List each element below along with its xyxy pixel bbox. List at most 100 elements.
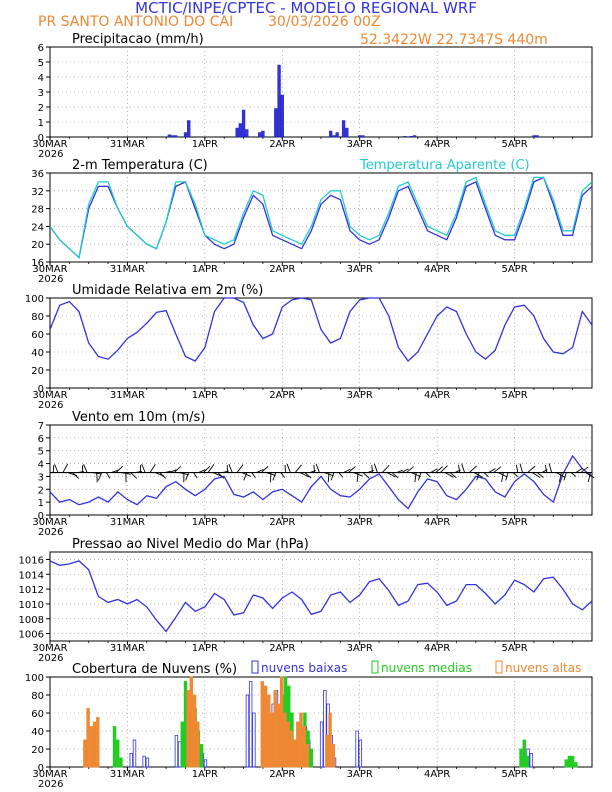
wind-arrow	[327, 472, 330, 483]
cloud-bar-green	[525, 755, 530, 768]
wind-arrow	[348, 466, 356, 473]
cloud-bar-green	[574, 762, 578, 768]
wind-arrow	[558, 472, 562, 482]
header-title: MCTIC/INPE/CPTEC - MODELO REGIONAL WRF	[135, 0, 477, 17]
wind-arrow	[149, 463, 156, 473]
cloud-bar-orange	[186, 690, 190, 768]
precip-year: 2026	[38, 149, 63, 160]
wind-arrow	[280, 472, 286, 478]
wind-arrow	[515, 464, 519, 473]
cloud-bar-blue	[323, 690, 327, 768]
temp-legend: Temperatura Aparente (C)	[359, 158, 530, 173]
precip-bar	[174, 135, 178, 138]
wind-xlabel: 5APR	[501, 517, 527, 528]
temp-xlabel: 31MAR	[110, 264, 145, 275]
precip-xlabel: 30MAR	[32, 139, 67, 150]
precip-bar	[170, 135, 175, 138]
temp-xlabel: 1APR	[192, 264, 218, 275]
wind-arrow	[217, 472, 225, 479]
precip-bar	[235, 127, 239, 138]
rh-xlabel: 30MAR	[32, 390, 67, 401]
precip-ylabel: 3	[38, 88, 44, 99]
wind-arrow	[488, 468, 496, 473]
cloud-legend-swatch	[251, 660, 259, 674]
temp-ylabel: 20	[31, 240, 44, 251]
precip-ylabel: 2	[38, 103, 44, 114]
cloud-bar-green	[522, 739, 526, 768]
clouds-xlabel: 2APR	[269, 769, 295, 780]
precip-xlabel: 1APR	[192, 139, 218, 150]
temp-xlabel: 5APR	[501, 264, 527, 275]
temp-series-blue	[49, 176, 593, 259]
clouds-ylabel: 20	[31, 745, 44, 756]
temp-ylabel: 16	[31, 258, 44, 269]
cloud-bar-orange	[305, 744, 310, 768]
pressure-panel: 30MAR 31MAR 1APR 2APR 3APR 4APR 5APR 2026 1006 10…	[19, 537, 593, 664]
wind-arrow	[493, 466, 502, 473]
temp-series-cyan	[49, 176, 593, 259]
wind-arrow	[440, 465, 448, 473]
pressure-title: Pressao ao Nivel Medio do Mar (hPa)	[72, 537, 309, 552]
precip-bar	[409, 136, 413, 138]
cloud-bar-blue	[252, 712, 256, 768]
wind-panel: 30MAR 31MAR 1APR 2APR 3APR 4APR 5APR 2026 0 1 2 34 5…	[32, 410, 595, 538]
precip-bar	[245, 129, 249, 138]
wind-arrow	[532, 472, 541, 479]
temp-ylabel: 28	[31, 205, 44, 216]
precip-bar	[532, 135, 536, 138]
cloud-bar-blue	[245, 694, 250, 768]
clouds-ylabel: 100	[25, 673, 44, 684]
pressure-frame	[49, 551, 593, 642]
rh-ylabel: 40	[31, 348, 44, 359]
cloud-bar-orange	[283, 712, 287, 768]
cloud-bar-blue	[129, 753, 133, 768]
wind-arrow	[315, 463, 320, 473]
cloud-bar-orange	[260, 681, 265, 768]
wind-arrow	[536, 472, 544, 478]
wind-arrow	[512, 472, 518, 477]
precip-bar	[167, 134, 172, 138]
cloud-bar-blue	[203, 759, 208, 768]
wind-arrow	[362, 472, 370, 479]
wind-arrow	[519, 463, 524, 473]
wind-arrow	[449, 472, 457, 479]
wind-arrow	[580, 466, 589, 473]
wind-arrow	[563, 472, 567, 481]
pressure-xlabel: 4APR	[424, 643, 450, 654]
cloud-bar-green	[567, 755, 572, 768]
wind-arrow	[386, 472, 396, 478]
wind-arrow	[527, 465, 536, 473]
clouds-xlabel: 1APR	[192, 769, 218, 780]
pressure-xlabel: 3APR	[347, 643, 373, 654]
pressure-ylabel: 1016	[19, 555, 44, 566]
clouds-xlabel: 31MAR	[110, 769, 145, 780]
precip-bar	[241, 109, 246, 138]
cloud-bar-orange	[328, 712, 332, 768]
cloud-bar-blue	[355, 730, 359, 768]
wind-arrow	[381, 464, 390, 473]
pressure-ylabel: 1014	[19, 570, 44, 581]
wind-arrow	[141, 463, 146, 473]
wind-arrow	[414, 472, 417, 483]
clouds-ylabel: 60	[31, 709, 44, 720]
wind-arrow	[52, 465, 55, 473]
cloud-bar-orange	[196, 721, 200, 768]
wind-arrow	[286, 463, 291, 473]
cloud-bar-orange	[325, 735, 329, 768]
precip-xlabel: 31MAR	[110, 139, 145, 150]
wind-arrow	[202, 465, 211, 473]
pressure-ylabel: 1008	[19, 615, 44, 626]
pressure-xlabel: 1APR	[192, 643, 218, 654]
rh-series-blue	[49, 297, 593, 362]
cloud-bar-orange	[296, 721, 300, 768]
precip-bar	[412, 135, 417, 138]
clouds-year: 2026	[38, 779, 63, 790]
wind-xlabel: 1APR	[192, 517, 218, 528]
clouds-xlabel: 3APR	[347, 769, 373, 780]
cloud-legend-swatch	[371, 660, 379, 674]
cloud-bar-orange	[89, 726, 94, 768]
cloud-bar-green	[112, 726, 117, 768]
rh-xlabel: 4APR	[424, 390, 450, 401]
precip-ylabel: 1	[38, 118, 44, 129]
temp-year: 2026	[38, 274, 63, 285]
